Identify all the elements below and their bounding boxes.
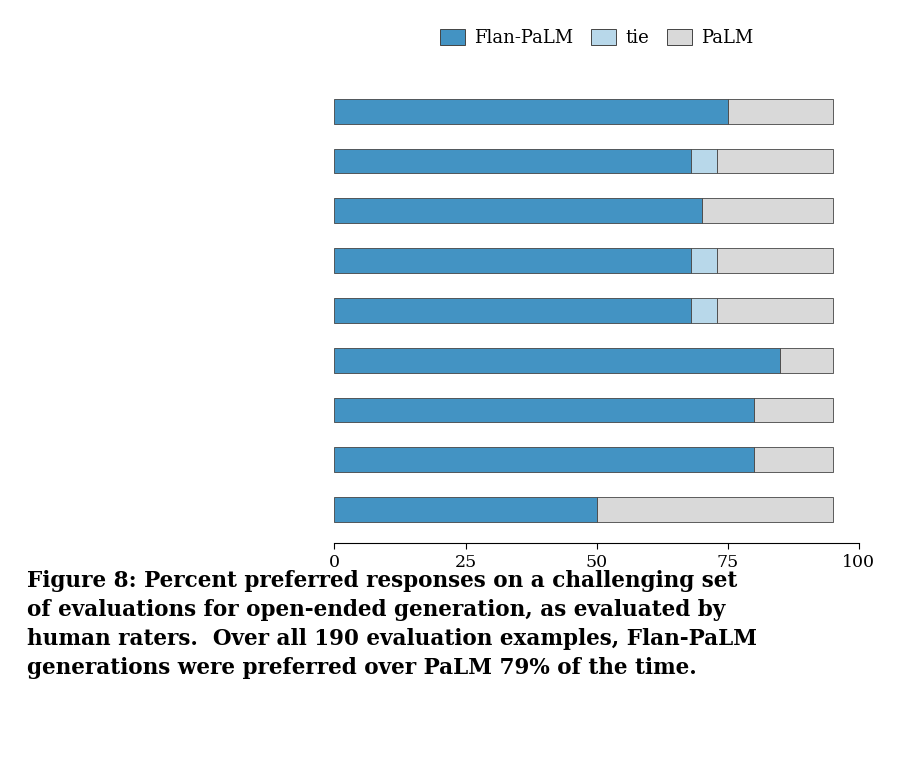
Bar (701, 199, 832, 223)
Bar (690, 148, 716, 174)
Bar (596, 497, 832, 522)
Bar (753, 397, 832, 422)
Bar (690, 248, 716, 273)
Bar (334, 447, 753, 473)
Bar (334, 199, 701, 223)
Bar (716, 298, 832, 323)
Text: Figure 8: Percent preferred responses on a challenging set
of evaluations for op: Figure 8: Percent preferred responses on… (27, 570, 757, 679)
Bar (334, 497, 596, 522)
Bar (334, 148, 690, 174)
Bar (716, 248, 832, 273)
Bar (716, 148, 832, 174)
Bar (727, 99, 832, 123)
Bar (334, 348, 779, 372)
Bar (334, 397, 753, 422)
Legend: Flan-PaLM, tie, PaLM: Flan-PaLM, tie, PaLM (432, 22, 760, 54)
Bar (779, 348, 832, 372)
Bar (690, 298, 716, 323)
Bar (753, 447, 832, 473)
Bar (334, 99, 727, 123)
Bar (334, 248, 690, 273)
Bar (334, 298, 690, 323)
